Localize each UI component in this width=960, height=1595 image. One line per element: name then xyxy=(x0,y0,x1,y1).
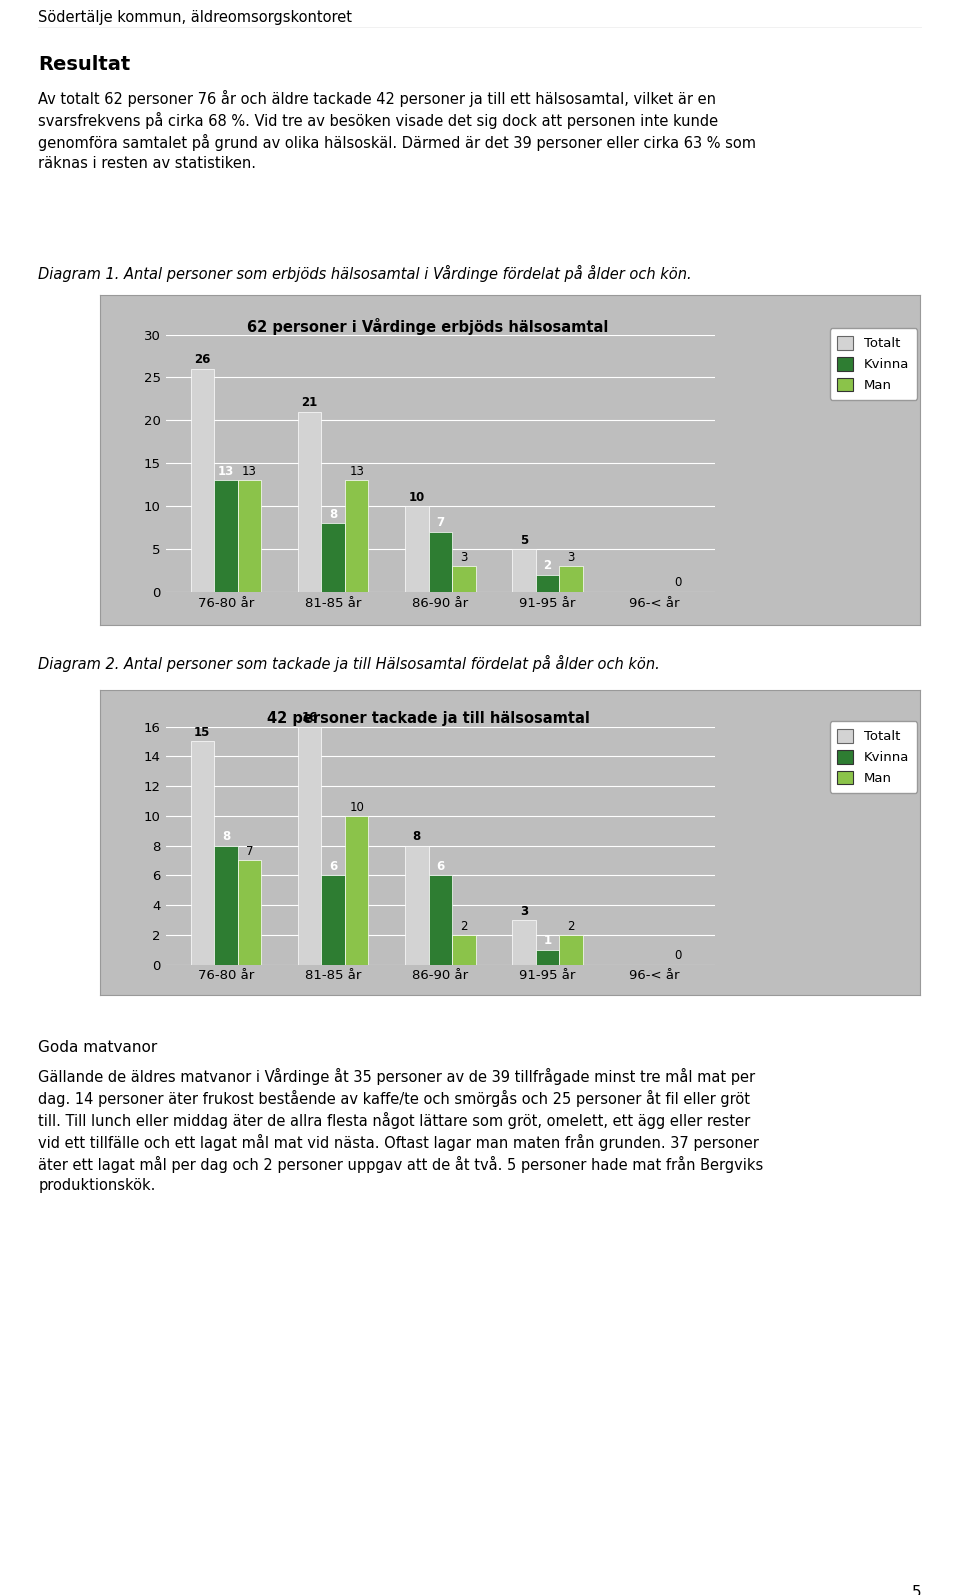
Bar xyxy=(345,815,369,965)
Bar xyxy=(560,566,583,592)
Text: 13: 13 xyxy=(218,464,234,478)
Text: 0: 0 xyxy=(675,576,682,590)
Text: Goda matvanor: Goda matvanor xyxy=(38,1040,157,1054)
Text: 3: 3 xyxy=(460,550,468,563)
Text: 7: 7 xyxy=(246,845,253,858)
Text: 13: 13 xyxy=(242,464,257,478)
Text: 21: 21 xyxy=(301,396,318,410)
Bar xyxy=(405,845,428,965)
Bar xyxy=(512,920,536,965)
Bar xyxy=(428,533,452,592)
Text: 62 personer i Vårdinge erbjöds hälsosamtal: 62 personer i Vårdinge erbjöds hälsosamt… xyxy=(248,317,609,335)
Bar xyxy=(322,523,345,592)
Text: 16: 16 xyxy=(301,711,318,724)
Text: äter ett lagat mål per dag och 2 personer uppgav att de åt två. 5 personer hade : äter ett lagat mål per dag och 2 persone… xyxy=(38,1156,763,1172)
Bar xyxy=(191,368,214,592)
Text: 3: 3 xyxy=(567,550,575,563)
Text: 8: 8 xyxy=(329,507,337,522)
Text: 3: 3 xyxy=(519,904,528,917)
Text: 10: 10 xyxy=(349,801,364,813)
Text: Diagram 1. Antal personer som erbjöds hälsosamtal i Vårdinge fördelat på ålder o: Diagram 1. Antal personer som erbjöds hä… xyxy=(38,265,692,282)
Bar xyxy=(298,727,322,965)
Bar xyxy=(298,412,322,592)
Text: till. Till lunch eller middag äter de allra flesta något lättare som gröt, omele: till. Till lunch eller middag äter de al… xyxy=(38,1112,751,1129)
Bar xyxy=(322,876,345,965)
Text: 8: 8 xyxy=(413,831,420,844)
Bar xyxy=(452,566,475,592)
Bar xyxy=(191,742,214,965)
Bar xyxy=(512,549,536,592)
Text: Resultat: Resultat xyxy=(38,54,131,73)
Text: räknas i resten av statistiken.: räknas i resten av statistiken. xyxy=(38,156,256,171)
Text: 42 personer tackade ja till hälsosamtal: 42 personer tackade ja till hälsosamtal xyxy=(267,711,589,726)
Text: 5: 5 xyxy=(519,533,528,547)
Text: 1: 1 xyxy=(543,935,552,947)
Text: svarsfrekvens på cirka 68 %. Vid tre av besöken visade det sig dock att personen: svarsfrekvens på cirka 68 %. Vid tre av … xyxy=(38,112,718,129)
Text: Av totalt 62 personer 76 år och äldre tackade 42 personer ja till ett hälsosamta: Av totalt 62 personer 76 år och äldre ta… xyxy=(38,89,716,107)
Bar xyxy=(536,949,560,965)
Text: 0: 0 xyxy=(675,949,682,962)
Text: vid ett tillfälle och ett lagat mål mat vid nästa. Oftast lagar man maten från g: vid ett tillfälle och ett lagat mål mat … xyxy=(38,1134,759,1152)
Text: Södertälje kommun, äldreomsorgskontoret: Södertälje kommun, äldreomsorgskontoret xyxy=(38,10,352,26)
Text: Diagram 2. Antal personer som tackade ja till Hälsosamtal fördelat på ålder och : Diagram 2. Antal personer som tackade ja… xyxy=(38,656,660,671)
Text: genomföra samtalet på grund av olika hälsoskäl. Därmed är det 39 personer eller : genomföra samtalet på grund av olika häl… xyxy=(38,134,756,152)
Bar xyxy=(238,860,261,965)
Legend: Totalt, Kvinna, Man: Totalt, Kvinna, Man xyxy=(829,329,917,400)
Text: 10: 10 xyxy=(409,491,425,504)
Text: Gällande de äldres matvanor i Vårdinge åt 35 personer av de 39 tillfrågade minst: Gällande de äldres matvanor i Vårdinge å… xyxy=(38,1069,756,1085)
Bar xyxy=(214,845,238,965)
Text: 2: 2 xyxy=(567,920,575,933)
Text: 15: 15 xyxy=(194,726,210,738)
Bar xyxy=(560,935,583,965)
Text: 26: 26 xyxy=(194,354,210,367)
Text: produktionskök.: produktionskök. xyxy=(38,1179,156,1193)
Text: dag. 14 personer äter frukost bestående av kaffe/te och smörgås och 25 personer : dag. 14 personer äter frukost bestående … xyxy=(38,1089,751,1107)
Bar xyxy=(214,480,238,592)
Text: 8: 8 xyxy=(222,831,230,844)
Bar xyxy=(238,480,261,592)
Bar xyxy=(345,480,369,592)
Text: 6: 6 xyxy=(329,860,337,872)
Text: 6: 6 xyxy=(436,860,444,872)
Text: 13: 13 xyxy=(349,464,364,478)
Text: 2: 2 xyxy=(543,560,552,573)
Legend: Totalt, Kvinna, Man: Totalt, Kvinna, Man xyxy=(829,721,917,793)
Text: 5: 5 xyxy=(912,1585,922,1595)
Bar xyxy=(536,574,560,592)
Bar xyxy=(405,506,428,592)
Bar xyxy=(452,935,475,965)
Text: 7: 7 xyxy=(436,517,444,530)
Bar xyxy=(428,876,452,965)
Text: 2: 2 xyxy=(460,920,468,933)
